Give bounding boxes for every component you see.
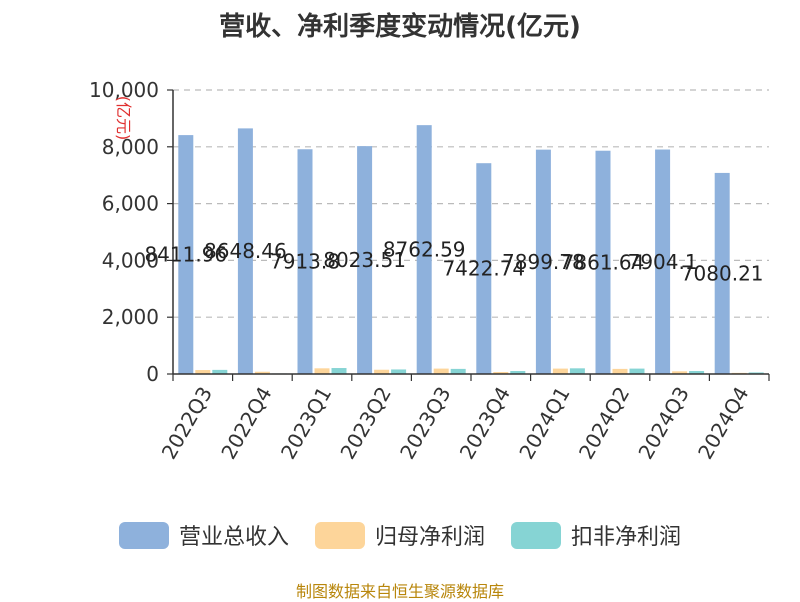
chart-title: 营收、净利季度变动情况(亿元) — [219, 12, 581, 42]
bar-2023Q2-1 — [374, 369, 390, 374]
bar-2023Q1-1 — [314, 368, 330, 374]
bar-2023Q3-1 — [433, 368, 449, 374]
legend-item-net-profit[interactable]: 归母净利润 — [314, 519, 485, 551]
bar-2022Q4-1 — [254, 371, 270, 374]
data-label-2023Q2: 8023.51 — [323, 248, 406, 272]
x-tick-label: 2024Q3 — [633, 383, 693, 464]
x-tick-label: 2023Q4 — [455, 383, 515, 464]
x-tick-label: 2024Q2 — [574, 383, 634, 464]
legend-swatch-deducted-net-profit — [511, 521, 561, 549]
data-label-2024Q4: 7080.21 — [681, 261, 764, 285]
y-tick-label: 6,000 — [102, 192, 159, 216]
bar-2023Q2-2 — [391, 369, 407, 374]
bar-2023Q3-2 — [450, 368, 466, 374]
bar-2022Q3-1 — [195, 370, 211, 374]
x-axis: 2022Q3 2022Q4 2023Q1 2023Q2 2023Q3 2023Q4 2024… — [157, 373, 770, 464]
y-tick-label: 8,000 — [102, 135, 159, 159]
bars — [178, 125, 764, 374]
bar-2022Q3-0 — [178, 135, 194, 374]
data-label-2024Q2: 7861.64 — [562, 250, 645, 274]
x-tick-label: 2023Q1 — [276, 383, 336, 464]
x-tick-label: 2024Q1 — [514, 383, 574, 464]
data-label-2023Q3: 8762.59 — [383, 238, 466, 262]
bar-2023Q1-2 — [331, 368, 347, 374]
x-tick-label: 2024Q4 — [693, 383, 753, 464]
data-source-note: 制图数据来自恒生聚源数据库 — [295, 582, 504, 601]
bar-2024Q3-1 — [672, 371, 688, 374]
data-label-2024Q3: 7904.1 — [628, 250, 698, 274]
data-label-2023Q1: 7913.8 — [270, 250, 340, 274]
bar-2023Q2-0 — [357, 146, 373, 374]
bar-2023Q4-1 — [493, 372, 509, 374]
bar-2024Q4-0 — [714, 172, 730, 374]
y-tick-label: 2,000 — [102, 305, 159, 329]
bar-2024Q3-2 — [689, 371, 705, 374]
bar-2023Q1-0 — [297, 149, 313, 374]
y-tick-label: 4,000 — [102, 248, 159, 272]
data-label-2022Q3: 8411.96 — [144, 243, 227, 267]
legend-swatch-revenue — [118, 521, 169, 549]
data-label-2023Q4: 7422.74 — [442, 257, 525, 281]
bar-2023Q3-0 — [416, 125, 432, 374]
x-tick-label: 2023Q3 — [395, 383, 455, 464]
legend-label-revenue: 营业总收入 — [178, 525, 289, 550]
legend-label-deducted-net-profit: 扣非净利润 — [571, 525, 682, 550]
bar-2024Q2-0 — [595, 150, 611, 374]
bar-2023Q4-2 — [510, 371, 526, 374]
bar-2022Q3-2 — [212, 369, 228, 374]
grid-lines — [173, 89, 769, 318]
y-tick-label: 10,000 — [89, 78, 159, 102]
y-tick-label: 0 — [146, 362, 159, 386]
data-label-2024Q1: 7899.78 — [502, 250, 585, 274]
legend-swatch-net-profit — [314, 521, 365, 549]
y-axis-label: (亿元) — [114, 96, 133, 141]
bar-2024Q2-1 — [612, 368, 628, 374]
legend-item-revenue[interactable]: 营业总收入 — [118, 519, 289, 551]
bar-2022Q4-0 — [237, 128, 253, 374]
bar-2024Q4-2 — [748, 372, 764, 374]
data-label-2022Q4: 8648.46 — [204, 239, 287, 263]
bar-2024Q1-1 — [552, 368, 568, 374]
legend-label-net-profit: 归母净利润 — [374, 525, 485, 550]
bar-2024Q1-2 — [569, 368, 585, 374]
x-tick-label: 2022Q3 — [157, 383, 217, 464]
legend: 营业总收入 归母净利润 扣非净利润 — [0, 519, 800, 551]
x-tick-label: 2023Q2 — [335, 383, 395, 464]
bar-2024Q1-0 — [535, 149, 551, 374]
data-labels: 8411.968648.467913.88023.518762.597422.7… — [144, 238, 763, 286]
legend-item-deducted-net-profit[interactable]: 扣非净利润 — [511, 519, 681, 551]
bar-2024Q2-2 — [629, 368, 645, 374]
x-tick-label: 2022Q4 — [216, 383, 276, 464]
bar-2024Q3-0 — [655, 149, 671, 374]
y-axis: 0 2,000 4,000 6,000 8,000 10,000 — [89, 78, 174, 386]
bar-2023Q4-0 — [476, 163, 492, 374]
